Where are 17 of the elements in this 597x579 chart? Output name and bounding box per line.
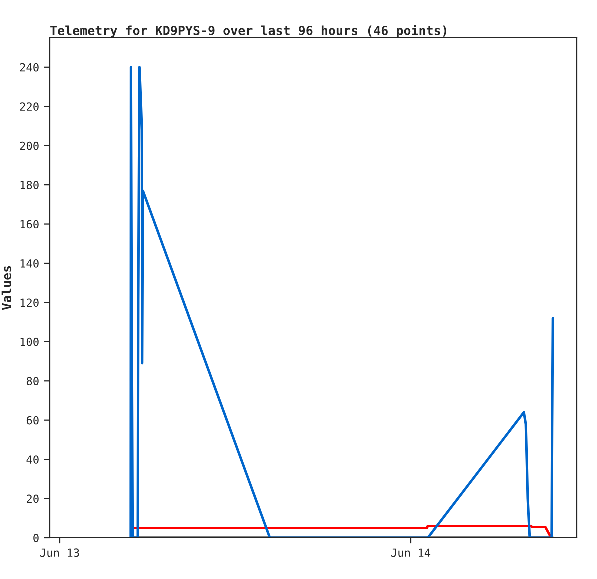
- y-tick-label: 220: [20, 102, 39, 112]
- y-tick-label: 160: [20, 220, 39, 229]
- y-tick-label: 200: [20, 142, 39, 150]
- x-tick-label: Jun 13: [40, 548, 80, 558]
- y-tick-label: 120: [20, 298, 39, 308]
- y-tick-label: 140: [20, 259, 39, 268]
- y-tick-label: 180: [20, 181, 39, 190]
- chart-title: Telemetry for KD9PYS-9 over last 96 hours (46 points): [50, 25, 447, 38]
- y-tick-label: 100: [20, 338, 39, 346]
- x-tick-label: Jun 14: [392, 548, 431, 558]
- y-tick-label: 0: [34, 534, 39, 542]
- y-tick-label: 60: [26, 416, 39, 425]
- y-tick-label: 20: [27, 494, 39, 504]
- y-tick-label: 80: [26, 377, 39, 386]
- y-tick-label: 40: [26, 456, 39, 464]
- y-tick-label: 240: [20, 63, 39, 72]
- y-axis-title: Values: [2, 266, 12, 310]
